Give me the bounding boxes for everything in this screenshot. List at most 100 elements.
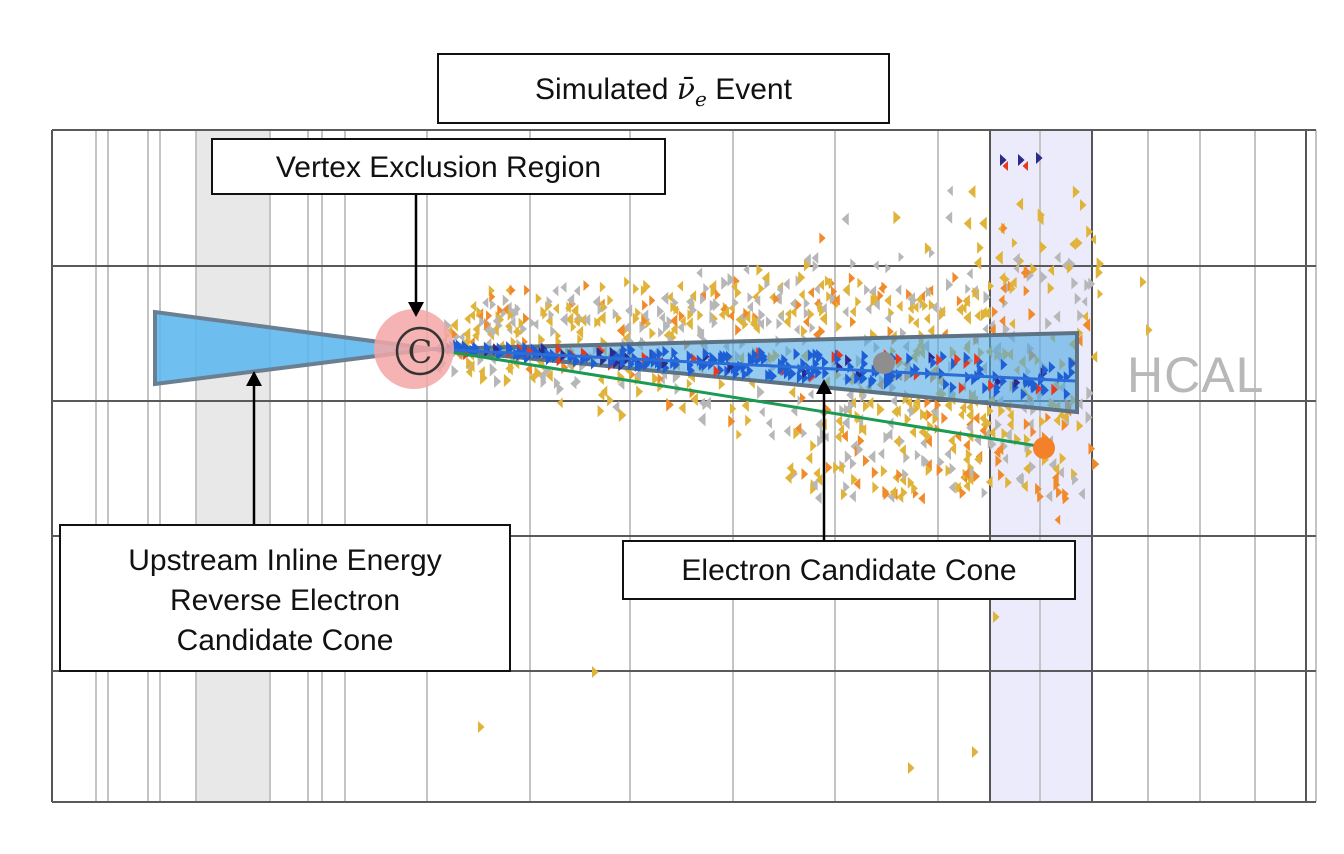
hit-marker <box>1096 257 1104 271</box>
hit-marker <box>820 302 827 314</box>
hit-marker <box>623 320 632 335</box>
track-hit <box>596 346 604 359</box>
hit-marker <box>909 426 917 439</box>
hit-marker <box>904 413 912 426</box>
hit-marker <box>489 363 498 377</box>
vertex-arrow-head <box>408 302 424 317</box>
hit-marker <box>616 323 625 338</box>
hit-marker <box>790 465 798 478</box>
hit-marker <box>1018 154 1025 166</box>
hit-marker <box>497 304 504 316</box>
hit-marker <box>936 463 944 476</box>
hit-marker <box>640 285 647 297</box>
hit-marker <box>783 315 791 329</box>
hit-marker <box>944 448 952 461</box>
hit-marker <box>909 293 918 307</box>
hit-marker <box>518 317 525 329</box>
hit-marker <box>1035 482 1042 495</box>
hit-marker <box>727 272 736 287</box>
hit-marker <box>1080 199 1087 211</box>
hit-marker <box>1030 426 1037 438</box>
hit-marker <box>810 482 817 495</box>
hit-marker <box>722 307 730 319</box>
track-endpoint-orange <box>1033 437 1055 459</box>
hit-marker <box>1077 309 1084 322</box>
hit-marker <box>757 385 765 400</box>
hit-marker <box>984 308 991 320</box>
hit-marker <box>768 429 775 441</box>
hit-marker <box>545 369 553 383</box>
hit-marker <box>538 369 546 383</box>
hit-marker <box>912 317 919 329</box>
hit-marker <box>1057 466 1064 479</box>
hit-marker <box>877 290 884 302</box>
track-hit <box>949 381 957 394</box>
hit-marker <box>1015 197 1024 211</box>
green-track <box>431 347 1045 449</box>
hit-marker <box>907 303 914 315</box>
upstream-cone-label: Upstream Inline Energy Reverse Electron … <box>59 524 511 672</box>
hit-marker <box>1009 283 1016 295</box>
detector-background <box>51 129 1317 803</box>
hit-marker <box>849 306 856 318</box>
track-hit <box>1042 384 1049 397</box>
hit-marker <box>857 434 865 447</box>
hit-marker <box>829 293 837 305</box>
hit-marker <box>841 212 849 226</box>
hit-marker <box>711 317 718 329</box>
hit-marker <box>899 444 906 457</box>
hit-marker <box>795 299 802 311</box>
hit-marker <box>955 481 963 494</box>
hit-marker <box>836 321 843 333</box>
hit-marker <box>783 425 791 438</box>
upstream-label-line-1: Upstream Inline Energy <box>128 544 442 577</box>
hit-marker <box>583 280 590 292</box>
hit-marker <box>1072 473 1079 486</box>
hit-marker <box>896 300 903 313</box>
hit-marker <box>689 290 697 302</box>
hit-marker <box>1054 251 1061 264</box>
hit-marker <box>642 299 649 311</box>
hit-marker <box>573 315 580 327</box>
hit-marker <box>926 409 933 421</box>
track-hit <box>590 357 598 370</box>
hit-marker <box>1002 453 1009 465</box>
hit-marker <box>600 300 607 312</box>
hit-marker <box>1088 277 1096 291</box>
hit-marker <box>624 276 631 288</box>
hit-marker <box>509 284 516 296</box>
hit-marker <box>532 319 539 330</box>
hit-marker <box>776 283 783 295</box>
track-hit <box>982 382 989 395</box>
hit-marker <box>913 402 920 415</box>
hit-marker <box>945 211 953 224</box>
hit-marker <box>922 455 930 468</box>
track-hit <box>845 354 852 367</box>
hit-marker <box>502 295 509 307</box>
track-hit <box>732 367 740 380</box>
hit-marker <box>878 448 885 460</box>
hit-marker <box>987 405 994 418</box>
title-subscript: e <box>695 87 707 111</box>
hit-marker <box>465 366 473 378</box>
hit-marker <box>911 482 918 495</box>
hit-marker <box>550 325 557 338</box>
hit-marker <box>794 422 802 435</box>
hit-marker <box>1146 324 1153 336</box>
hit-marker <box>862 454 870 467</box>
track-hit <box>854 372 861 385</box>
hit-marker <box>540 377 547 388</box>
hit-marker <box>766 316 773 328</box>
hit-marker <box>1076 419 1084 432</box>
track-hit <box>1068 356 1076 369</box>
hit-marker <box>478 366 485 378</box>
hit-marker <box>979 216 987 231</box>
track-hit <box>988 379 995 392</box>
track-hit <box>936 353 943 366</box>
hit-marker <box>818 325 826 338</box>
hit-marker <box>813 467 820 480</box>
track-hit <box>793 348 801 361</box>
hit-marker <box>1062 488 1069 501</box>
hit-marker <box>598 311 606 325</box>
hit-marker <box>948 481 956 494</box>
